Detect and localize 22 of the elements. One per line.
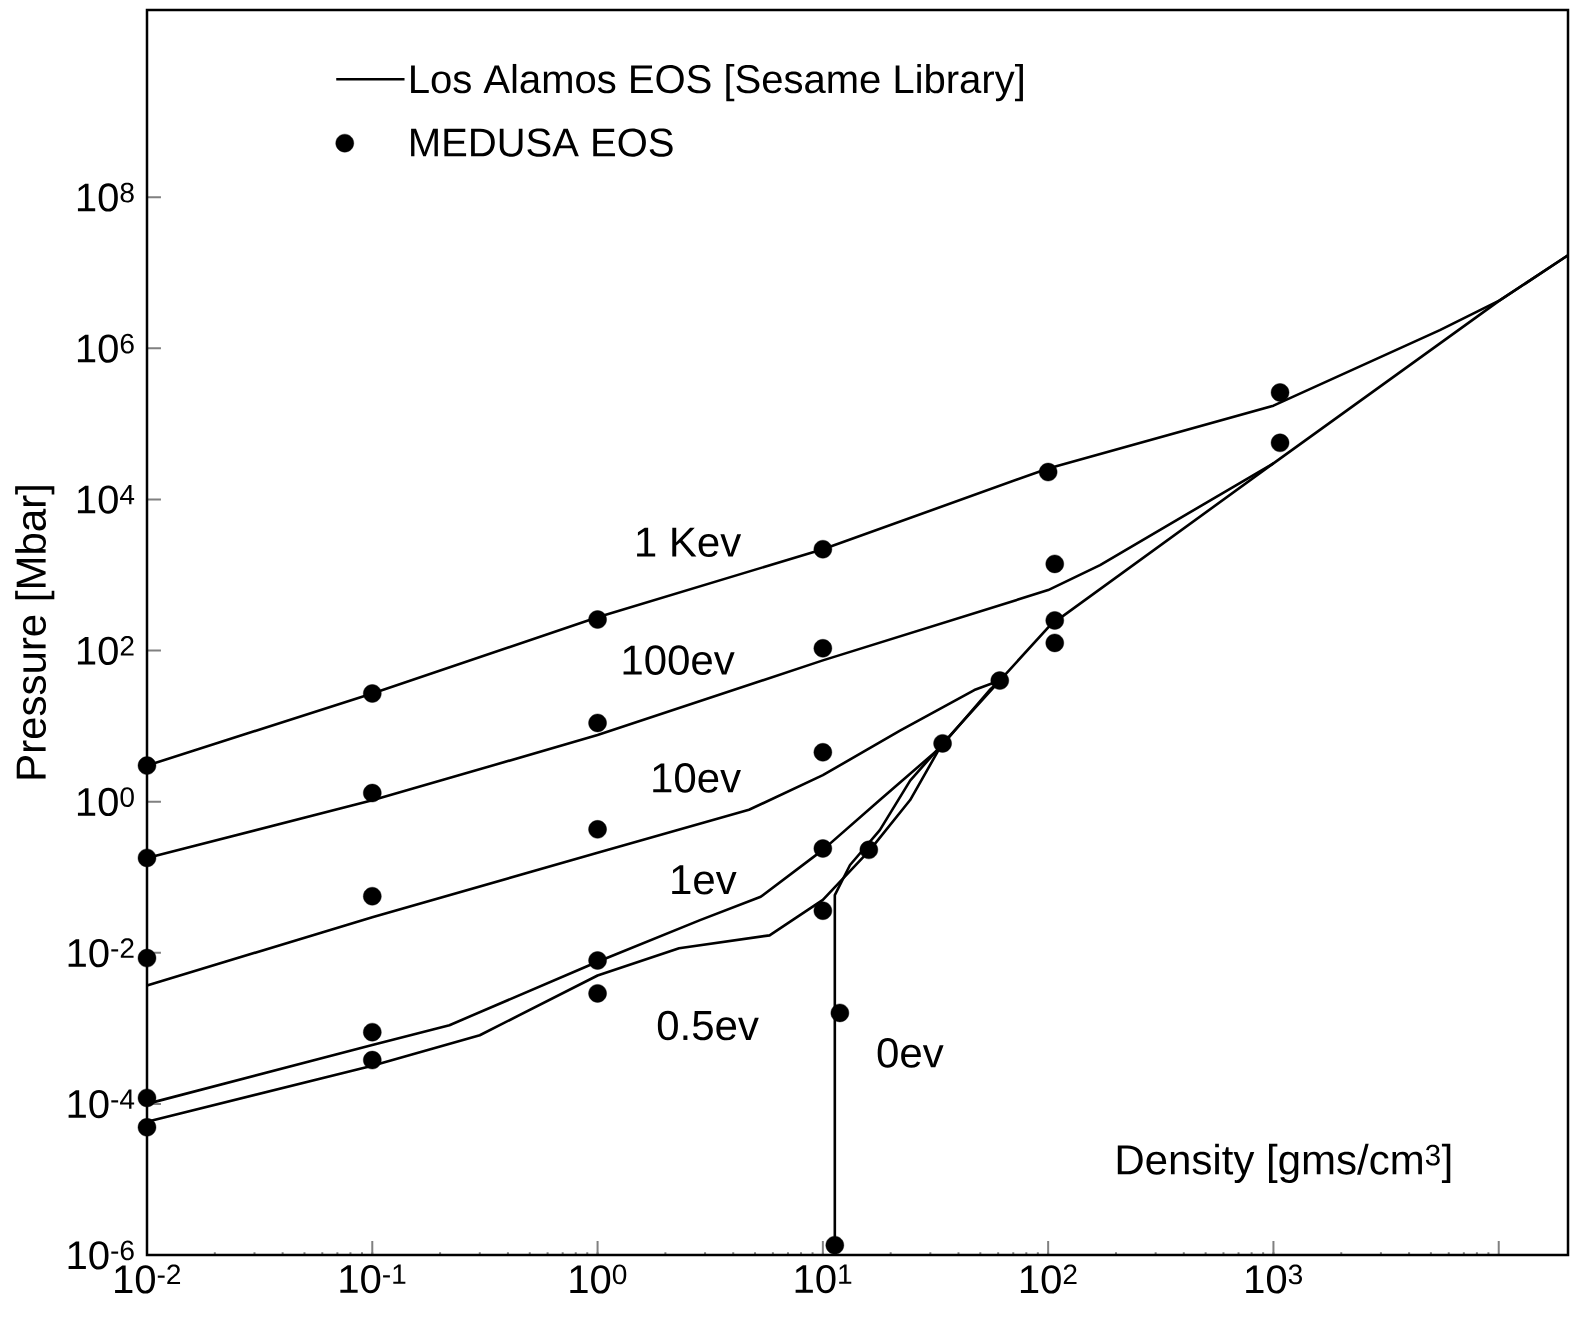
annotation: 0.5ev <box>657 1010 759 1041</box>
annotation: 1 Kev <box>637 527 742 557</box>
y-tick-label: 10$^{6}$ <box>77 333 134 363</box>
y-axis-title: Pressure [Mbar] <box>15 486 55 779</box>
x-tick-label: 10$^{-1}$ <box>340 1264 406 1294</box>
x-axis-title: Density [gms/cm$^{3}$] <box>1117 1143 1451 1184</box>
y-tick-label: 10$^{0}$ <box>77 787 134 817</box>
legend-label: Los Alamos EOS [Sesame Library] <box>411 63 1023 102</box>
y-tick-label: 10$^{8}$ <box>77 182 134 212</box>
y-tick-label: 10$^{4}$ <box>77 485 135 514</box>
x-tick-label: 10$^{1}$ <box>795 1264 852 1294</box>
annotation: 10ev <box>653 762 741 793</box>
x-tick-label: 10$^{3}$ <box>1246 1264 1302 1294</box>
x-tick-label: 10$^{2}$ <box>1020 1264 1077 1294</box>
y-tick-label: 10$^{-4}$ <box>68 1089 135 1119</box>
annotation: 100ev <box>623 645 735 675</box>
x-tick-label: 10$^{0}$ <box>570 1264 627 1294</box>
y-tick-label: 10$^{-2}$ <box>68 938 134 968</box>
legend-label: MEDUSA EOS <box>411 128 673 157</box>
y-tick-label: 10$^{2}$ <box>77 636 134 665</box>
annotation: 0ev <box>877 1038 944 1068</box>
annotation: 1ev <box>672 865 737 895</box>
